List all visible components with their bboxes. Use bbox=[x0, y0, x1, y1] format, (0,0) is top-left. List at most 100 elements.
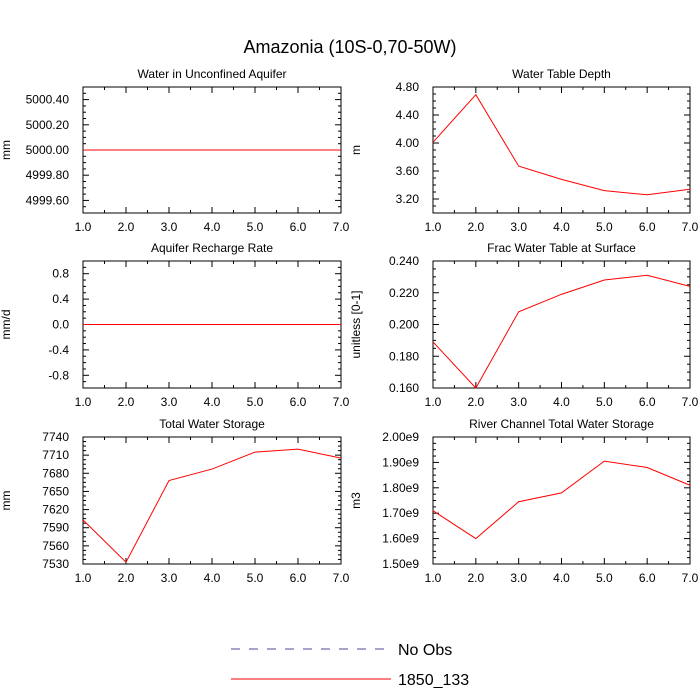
y-tick-label: 0.8 bbox=[52, 267, 69, 281]
y-tick-label: 7560 bbox=[42, 539, 69, 553]
y-axis-label: m3 bbox=[349, 492, 363, 509]
series-line bbox=[82, 448, 342, 564]
y-tick-label: 0.200 bbox=[389, 318, 419, 332]
series-line bbox=[432, 460, 691, 540]
y-tick-label: 1.60e9 bbox=[382, 532, 419, 546]
y-tick-label: 4999.60 bbox=[26, 193, 70, 207]
x-tick-label: 6.0 bbox=[290, 395, 307, 409]
y-tick-label: 7650 bbox=[42, 484, 69, 498]
x-tick-label: 2.0 bbox=[118, 220, 135, 234]
chart-panel: Total Water Storage mm 1.0 2.0 3.0 4.0 5.0 6.0 7… bbox=[0, 417, 350, 585]
y-tick-label: 1.80e9 bbox=[382, 481, 419, 495]
x-tick-label: 3.0 bbox=[161, 571, 178, 585]
y-tick-label: 5000.40 bbox=[26, 93, 70, 107]
x-tick-label: 7.0 bbox=[333, 395, 350, 409]
panel-title: Water Table Depth bbox=[512, 67, 611, 81]
x-tick-label: 2.0 bbox=[467, 220, 484, 234]
y-tick-label: 0.4 bbox=[52, 292, 69, 306]
x-tick-label: 3.0 bbox=[510, 220, 527, 234]
y-tick-label: 1.70e9 bbox=[382, 506, 419, 520]
y-axis-label: mm/d bbox=[0, 310, 13, 340]
x-tick-label: 1.0 bbox=[75, 571, 92, 585]
y-tick-label: 5000.20 bbox=[26, 118, 70, 132]
x-tick-label: 2.0 bbox=[467, 395, 484, 409]
x-tick-label: 5.0 bbox=[596, 220, 613, 234]
x-tick-label: 4.0 bbox=[553, 395, 570, 409]
panel-title: Frac Water Table at Surface bbox=[487, 241, 636, 255]
x-tick-label: 6.0 bbox=[290, 571, 307, 585]
x-tick-label: 6.0 bbox=[639, 395, 656, 409]
y-tick-label: 4999.80 bbox=[26, 168, 70, 182]
x-tick-label: 5.0 bbox=[596, 395, 613, 409]
x-tick-label: 3.0 bbox=[510, 571, 527, 585]
chart-panel: Water Table Depth m 1.0 2.0 3.0 4.0 5.0 6.0 7.0 3… bbox=[349, 67, 699, 234]
x-tick-label: 4.0 bbox=[553, 220, 570, 234]
x-tick-label: 2.0 bbox=[118, 395, 135, 409]
x-tick-label: 3.0 bbox=[161, 395, 178, 409]
plot-frame bbox=[432, 436, 691, 565]
x-tick-label: 4.0 bbox=[553, 571, 570, 585]
panel-title: Water in Unconfined Aquifer bbox=[138, 67, 287, 81]
y-tick-label: 7740 bbox=[42, 430, 69, 444]
legend-label: No Obs bbox=[398, 642, 452, 659]
chart-panel: Water in Unconfined Aquifer mm 1.0 2.0 3.0 4.… bbox=[0, 67, 350, 234]
x-tick-label: 1.0 bbox=[425, 220, 442, 234]
plot-frame bbox=[82, 436, 342, 565]
x-tick-label: 1.0 bbox=[425, 571, 442, 585]
x-tick-label: 5.0 bbox=[247, 571, 264, 585]
x-tick-label: 7.0 bbox=[333, 571, 350, 585]
x-tick-label: 5.0 bbox=[596, 571, 613, 585]
y-axis-label: mm bbox=[0, 140, 13, 160]
x-tick-label: 6.0 bbox=[639, 571, 656, 585]
x-tick-label: 2.0 bbox=[467, 571, 484, 585]
x-tick-label: 3.0 bbox=[510, 395, 527, 409]
x-tick-label: 7.0 bbox=[682, 220, 699, 234]
y-tick-label: 7590 bbox=[42, 521, 69, 535]
plot-frame bbox=[432, 260, 691, 389]
y-tick-label: 7680 bbox=[42, 466, 69, 480]
series-line bbox=[432, 274, 691, 389]
chart-panel: River Channel Total Water Storage m3 1.0 2.… bbox=[349, 417, 699, 585]
y-tick-label: 4.80 bbox=[396, 80, 420, 94]
y-axis-label: mm bbox=[0, 491, 13, 511]
x-tick-label: 4.0 bbox=[204, 220, 221, 234]
y-tick-label: 2.00e9 bbox=[382, 430, 419, 444]
y-tick-label: 0.240 bbox=[389, 254, 419, 268]
legend: No Obs 1850_133 bbox=[231, 642, 469, 689]
panel-title: River Channel Total Water Storage bbox=[469, 417, 654, 431]
chart-panel: Frac Water Table at Surface unitless [0-1… bbox=[349, 241, 699, 409]
x-tick-label: 1.0 bbox=[425, 395, 442, 409]
y-tick-label: 5000.00 bbox=[26, 143, 70, 157]
x-tick-label: 4.0 bbox=[204, 571, 221, 585]
chart-panel: Aquifer Recharge Rate mm/d 1.0 2.0 3.0 4.0 5.0… bbox=[0, 241, 350, 409]
x-tick-label: 5.0 bbox=[247, 395, 264, 409]
y-tick-label: 0.0 bbox=[52, 318, 69, 332]
y-axis-label: unitless [0-1] bbox=[349, 290, 363, 358]
y-tick-label: 4.00 bbox=[396, 136, 420, 150]
y-tick-label: 7710 bbox=[42, 448, 69, 462]
y-tick-label: 0.220 bbox=[389, 286, 419, 300]
panel-title: Aquifer Recharge Rate bbox=[151, 241, 273, 255]
panel-title: Total Water Storage bbox=[159, 417, 265, 431]
y-tick-label: 1.90e9 bbox=[382, 455, 419, 469]
x-tick-label: 7.0 bbox=[682, 395, 699, 409]
x-tick-label: 6.0 bbox=[290, 220, 307, 234]
x-tick-label: 1.0 bbox=[75, 395, 92, 409]
y-tick-label: 4.40 bbox=[396, 108, 420, 122]
x-tick-label: 6.0 bbox=[639, 220, 656, 234]
y-tick-label: 3.20 bbox=[396, 192, 420, 206]
x-tick-label: 7.0 bbox=[682, 571, 699, 585]
series-line bbox=[432, 93, 691, 196]
y-tick-label: -0.8 bbox=[48, 368, 69, 382]
y-tick-label: 1.50e9 bbox=[382, 557, 419, 571]
x-tick-label: 4.0 bbox=[204, 395, 221, 409]
y-tick-label: 0.180 bbox=[389, 349, 419, 363]
legend-label: 1850_133 bbox=[398, 672, 469, 689]
chart-panels: Water in Unconfined Aquifer mm 1.0 2.0 3.0 4.… bbox=[0, 67, 699, 585]
y-tick-label: 7530 bbox=[42, 557, 69, 571]
figure-title: Amazonia (10S-0,70-50W) bbox=[243, 37, 456, 57]
y-axis-label: m bbox=[349, 145, 363, 155]
x-tick-label: 5.0 bbox=[247, 220, 264, 234]
y-tick-label: 3.60 bbox=[396, 164, 420, 178]
